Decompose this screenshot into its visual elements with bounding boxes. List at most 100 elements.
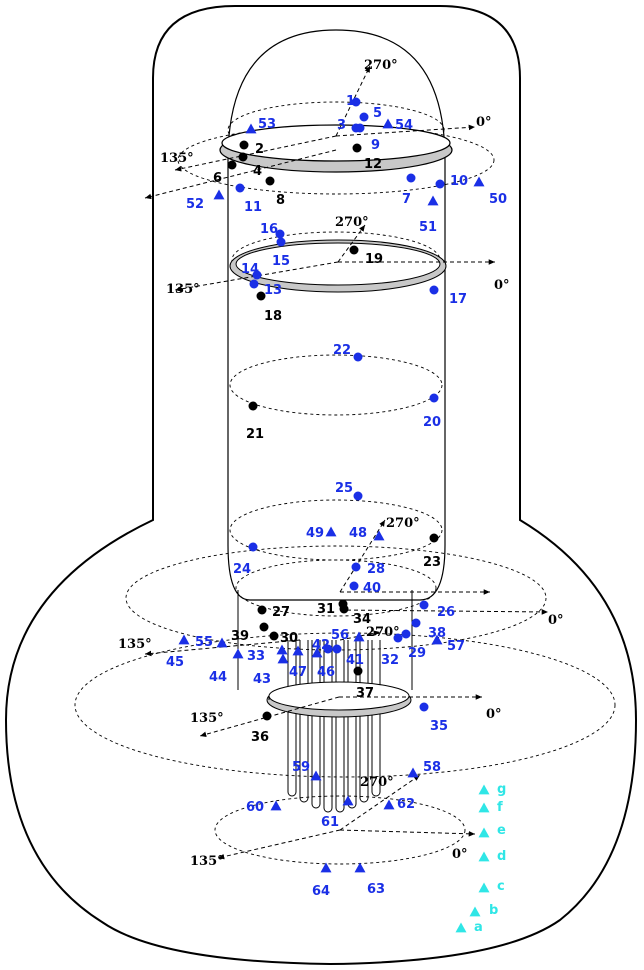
marker-label-47: 47 [289,665,307,680]
marker-label-5: 5 [373,106,382,121]
marker-label-23: 23 [423,555,441,570]
outer-vessel-outline [4,5,638,966]
marker-label-7: 7 [402,192,411,207]
marker-2-dot [239,140,249,150]
marker-1-dot [351,97,361,107]
lower-ring [266,681,412,718]
marker-label-57: 57 [447,639,465,654]
marker-26-dot [419,600,429,610]
marker-25-dot [353,491,363,501]
marker-label-6: 6 [213,171,222,186]
legend-label-a: a [474,920,483,935]
legend-triangle-d [478,851,490,862]
marker-46-triangle [311,647,323,658]
legend-triangle-e [478,827,490,838]
marker-label-48: 48 [349,526,367,541]
marker-59-triangle [310,770,322,781]
tube-bundle [287,640,381,813]
angle-label: 135° [118,637,152,652]
marker-8-dot [265,176,275,186]
marker-label-38: 38 [428,626,446,641]
marker-54-triangle [382,118,394,129]
marker-label-61: 61 [321,815,339,830]
measurement-points: 1234567891011121314151617181920212223242… [166,94,507,899]
marker-12-dot [352,143,362,153]
marker-23-dot [429,533,439,543]
legend-label-g: g [497,782,506,797]
angle-label: 0° [494,278,510,293]
angle-label: 0° [486,707,502,722]
marker-label-46: 46 [317,665,335,680]
marker-label-8: 8 [276,193,285,208]
angle-label: 270° [335,215,369,230]
marker-37-dot [353,666,363,676]
marker-32-dot [393,633,403,643]
legend-triangle-c [478,882,490,893]
marker-label-53: 53 [258,117,276,132]
marker-label-9: 9 [371,138,380,153]
marker-label-52: 52 [186,197,204,212]
marker-61-triangle [342,795,354,806]
marker-42-dot [323,644,333,654]
inner-column-outline [227,29,446,601]
marker-label-54: 54 [395,118,413,133]
marker-64-triangle [320,862,332,873]
marker-label-63: 63 [367,882,385,897]
marker-50-triangle [473,176,485,187]
legend-label-d: d [497,849,506,864]
marker-label-33: 33 [247,649,265,664]
marker-label-1: 1 [346,94,355,109]
marker-11-dot [235,183,245,193]
marker-label-18: 18 [264,309,282,324]
marker-label-12: 12 [364,157,382,172]
marker-9-dot [355,123,365,133]
marker-label-13: 13 [264,283,282,298]
marker-label-59: 59 [292,760,310,775]
marker-label-35: 35 [430,719,448,734]
marker-14-dot [252,270,262,280]
marker-4-dot [238,152,248,162]
marker-53-triangle [245,123,257,134]
marker-label-45: 45 [166,655,184,670]
marker-label-56: 56 [331,628,349,643]
marker-label-40: 40 [363,581,381,596]
marker-34-dot [339,604,349,614]
marker-label-25: 25 [335,481,353,496]
legend-triangle-f [478,802,490,813]
marker-41-dot [332,644,342,654]
marker-label-36: 36 [251,730,269,745]
angle-label: 0° [548,613,564,628]
marker-63-triangle [354,862,366,873]
marker-label-64: 64 [312,884,330,899]
marker-33-triangle [276,644,288,655]
marker-label-14: 14 [241,262,259,277]
marker-label-17: 17 [449,292,467,307]
marker-label-49: 49 [306,526,324,541]
marker-label-28: 28 [367,562,385,577]
angle-label: 0° [476,115,492,130]
marker-label-11: 11 [244,200,262,215]
angle-label: 270° [360,775,394,790]
marker-10-dot [435,179,445,189]
marker-label-26: 26 [437,605,455,620]
marker-label-32: 32 [381,653,399,668]
marker-27-dot [257,605,267,615]
angle-label: 270° [386,516,420,531]
marker-44-triangle [232,648,244,659]
marker-17-dot [429,285,439,295]
marker-45-triangle [178,634,190,645]
legend-label-c: c [497,879,505,894]
marker-label-37: 37 [356,686,374,701]
marker-52-triangle [213,189,225,200]
marker-label-30: 30 [280,631,298,646]
marker-label-55: 55 [195,635,213,650]
marker-label-29: 29 [408,646,426,661]
marker-19-dot [349,245,359,255]
marker-48-triangle [373,530,385,541]
angle-label: 270° [366,625,400,640]
marker-58-triangle [407,767,419,778]
marker-21-dot [248,401,258,411]
marker-label-20: 20 [423,415,441,430]
marker-36-dot [262,711,272,721]
